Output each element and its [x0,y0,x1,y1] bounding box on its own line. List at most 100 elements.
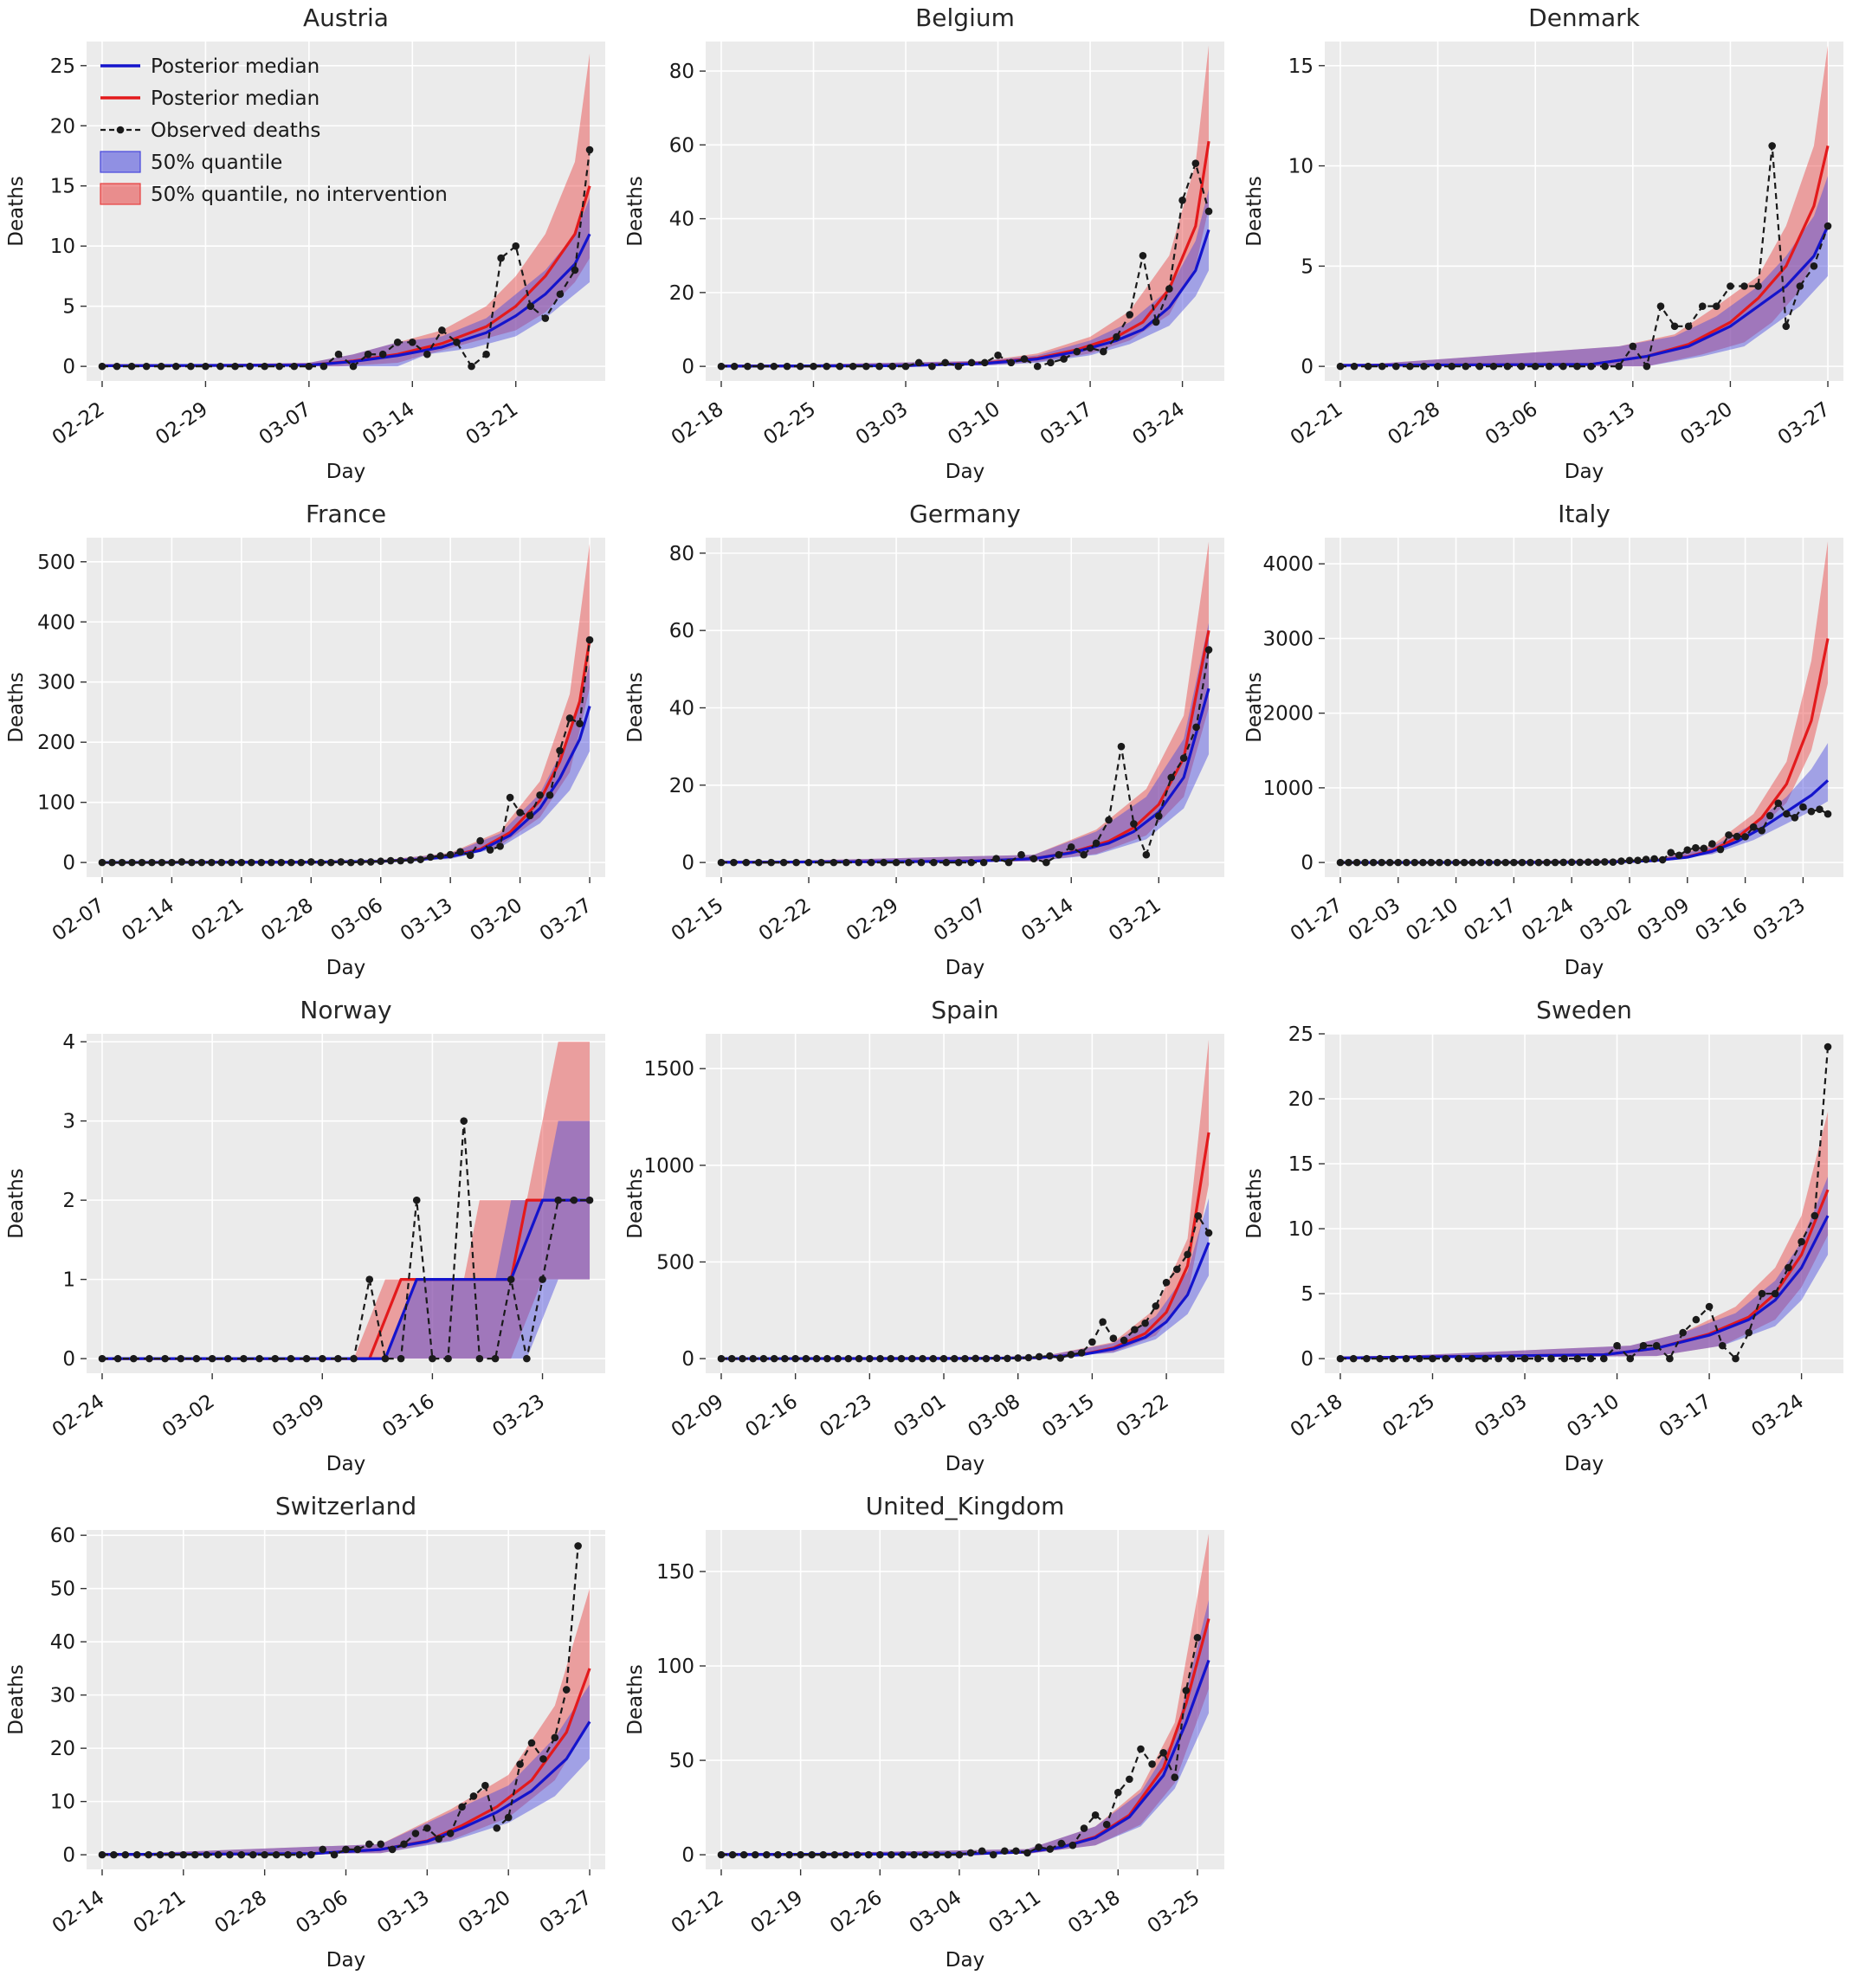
x-tick-label: 03-06 [292,1887,352,1939]
observed-deaths-marker [98,362,107,371]
observed-deaths-marker [781,1354,789,1363]
x-tick-label: 03-23 [1749,894,1810,946]
x-axis-label: Day [1565,957,1604,979]
observed-deaths-marker [1666,1354,1674,1363]
observed-deaths-marker [1030,855,1038,862]
observed-deaths-marker [1807,807,1816,816]
y-axis-label: Deaths [1243,176,1266,247]
observed-deaths-marker [203,1850,210,1859]
observed-deaths-marker [1592,858,1601,867]
chart-cell-switzerland: 0 10 20 30 40 50 60 02-14 02-21 02-28 03-06 03-13 03… [0,1488,619,1985]
chart-cell-sweden: 0 5 10 15 20 25 02-18 02-25 03-03 03-10 03-17 03-24… [1238,992,1857,1488]
observed-deaths-marker [1126,1775,1133,1784]
x-tick-label: 03-04 [906,1887,966,1939]
observed-deaths-marker [1419,858,1427,867]
y-tick-label: 0 [62,1844,75,1867]
y-tick-label: 0 [681,356,694,378]
x-tick-label: 03-16 [1691,894,1752,946]
observed-deaths-marker [1182,1687,1191,1694]
observed-deaths-marker [400,1840,408,1849]
observed-deaths-marker [168,858,176,867]
observed-deaths-marker [1727,282,1734,290]
observed-deaths-marker [287,858,295,867]
observed-deaths-marker [453,339,461,346]
observed-deaths-marker [297,858,306,867]
y-axis-label: Deaths [624,1168,647,1239]
observed-deaths-marker [435,1835,443,1843]
observed-deaths-marker [1024,1353,1033,1362]
observed-deaths-marker [1363,1354,1371,1363]
observed-deaths-marker [1754,282,1762,290]
observed-deaths-marker [1625,856,1634,865]
observed-deaths-marker [226,1850,234,1859]
observed-deaths-marker [365,1275,374,1283]
observed-deaths-marker [1193,1634,1202,1642]
observed-deaths-marker [1489,362,1498,371]
x-tick-label: 02-28 [210,1887,271,1939]
observed-deaths-marker [1771,1289,1779,1298]
observed-deaths-marker [1406,362,1414,371]
observed-deaths-marker [570,1196,578,1204]
observed-deaths-marker [888,362,897,371]
observed-deaths-marker [1796,282,1804,290]
observed-deaths-marker [950,1354,959,1363]
observed-deaths-marker [334,1354,342,1363]
observed-deaths-marker [556,746,564,755]
observed-deaths-marker [1733,832,1741,841]
observed-deaths-marker [381,1354,390,1363]
observed-deaths-marker [342,1845,350,1854]
observed-deaths-marker [749,1354,757,1363]
legend-swatch-blue-patch [100,151,141,173]
observed-deaths-marker [1429,1354,1436,1363]
observed-deaths-marker [1080,850,1088,859]
quantile-band [101,1684,591,1856]
observed-deaths-marker [393,339,402,346]
y-tick-label: 60 [50,1525,75,1547]
observed-deaths-marker [565,714,574,722]
observed-deaths-marker [1394,858,1403,867]
y-tick-label: 20 [1288,1088,1314,1111]
observed-deaths-marker [1012,1847,1020,1856]
observed-deaths-marker [1080,1824,1088,1832]
observed-deaths-line [101,1120,591,1360]
observed-deaths-marker [1567,858,1576,867]
observed-deaths-marker [1679,1328,1687,1337]
observed-deaths-marker [1152,1302,1160,1310]
chart-cell-united-kingdom: 0 50 100 150 02-12 02-19 02-26 03-04 03-11 03-18 0… [619,1488,1238,1985]
observed-deaths-marker [1643,362,1651,371]
observed-deaths-marker [334,350,343,358]
observed-deaths-marker [214,1850,223,1859]
observed-deaths-marker [261,1850,268,1859]
observed-deaths-marker [1749,823,1758,831]
observed-deaths-marker [1068,1841,1077,1849]
observed-deaths-marker [744,362,752,371]
x-tick-label: 02-24 [48,1391,109,1443]
y-tick-label: 15 [1288,1153,1314,1176]
observed-deaths-marker [1527,858,1534,867]
x-tick-label: 02-21 [130,1887,190,1939]
y-axis-label: Deaths [5,672,28,743]
observed-deaths-marker [955,1850,964,1859]
observed-deaths-marker [179,1850,188,1859]
observed-deaths-marker [1007,358,1016,367]
observed-deaths-marker [1468,1354,1476,1363]
observed-deaths-marker [844,1354,853,1363]
observed-deaths-marker [504,1813,513,1822]
observed-deaths-marker [1035,1352,1043,1361]
observed-deaths-marker [1468,858,1476,867]
observed-deaths-marker [1547,1354,1555,1363]
y-tick-label: 0 [62,1348,75,1371]
observed-deaths-marker [249,1850,257,1859]
observed-deaths-marker [349,362,358,371]
observed-deaths-marker [397,856,405,865]
x-tick-label: 02-22 [755,894,816,946]
observed-deaths-marker [717,1354,726,1363]
observed-deaths-marker [1613,1341,1621,1350]
observed-deaths-marker [512,242,520,250]
observed-deaths-marker [1452,858,1460,867]
x-tick-label: 03-17 [1036,398,1097,450]
y-tick-label: 10 [1288,156,1314,178]
observed-deaths-marker [350,1354,358,1363]
observed-deaths-marker [717,858,726,867]
observed-deaths-marker [862,362,870,371]
